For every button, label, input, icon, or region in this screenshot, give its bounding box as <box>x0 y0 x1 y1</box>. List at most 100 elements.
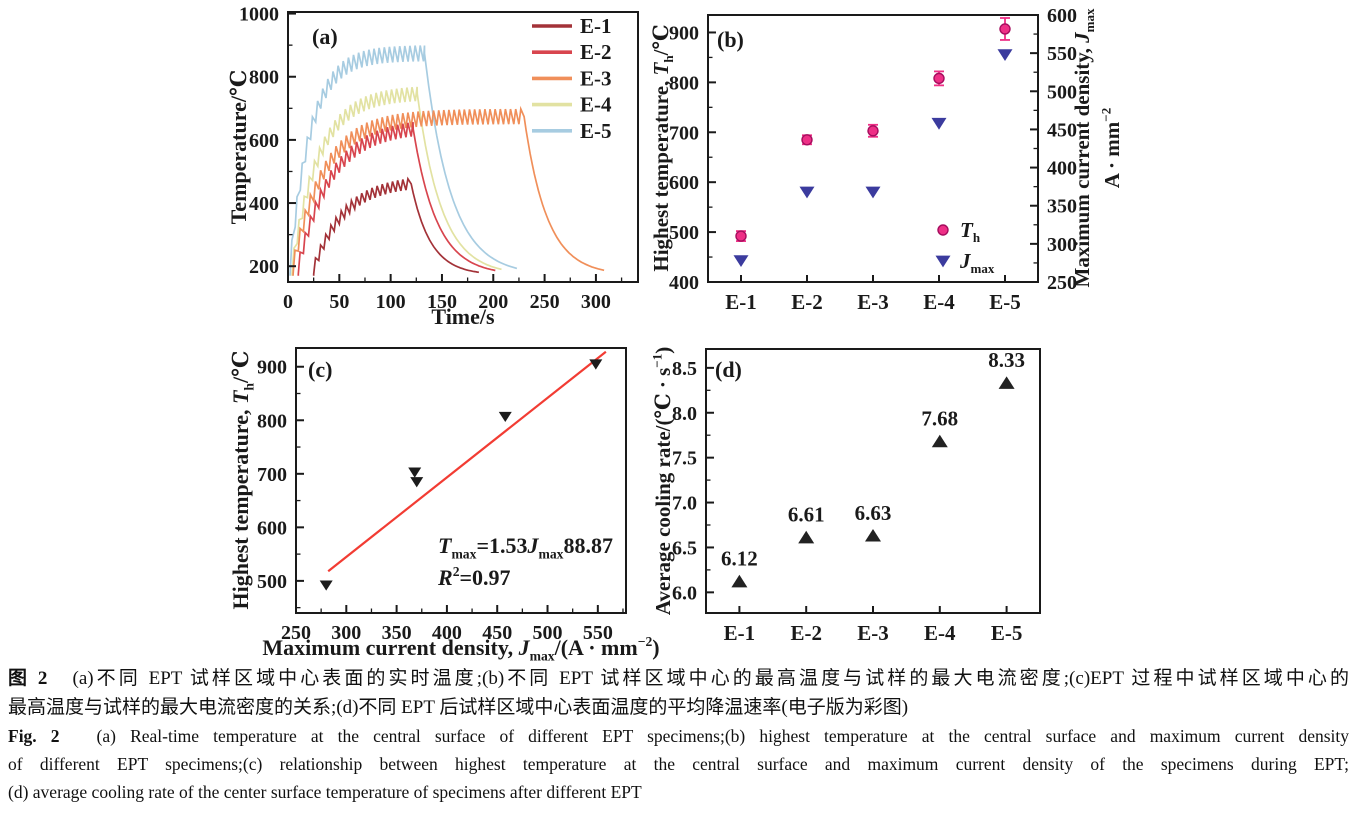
x-axis-label: Time/s <box>431 304 495 329</box>
series-E-2 <box>297 121 496 276</box>
y-tick-label: 350 <box>1047 196 1077 218</box>
y-tick-label: 600 <box>249 130 279 152</box>
y-axis-label: Highest temperature, Th/℃ <box>228 350 256 609</box>
panel-b: 400 500 600 700 800 900 250 300 350 400 450 500 550 6… <box>649 5 1124 314</box>
x-axis-label: Maximum current density, Jmax/(A · mm−2) <box>262 634 659 663</box>
x-tick-label: 300 <box>581 291 611 313</box>
series-E-1 <box>312 176 480 276</box>
th-marker <box>933 72 945 85</box>
series-E-3 <box>292 105 605 276</box>
triangle-down-marker <box>589 359 603 370</box>
x-category-label: E-2 <box>791 290 823 314</box>
y-tick-label: 600 <box>257 517 287 539</box>
y-tick-label: 8.0 <box>672 403 697 425</box>
y-axis-label-right-2: A · mm−2 <box>1099 108 1124 188</box>
triangle-down-marker <box>498 411 512 423</box>
caption-en-line1-text: (a) Real-time temperature at the central… <box>59 726 1349 746</box>
y-tick-label: 900 <box>669 22 699 44</box>
y-tick-label: 800 <box>249 67 279 89</box>
y-tick-label: 7.0 <box>672 493 697 515</box>
y-tick-label: 450 <box>1047 119 1077 141</box>
panel-tag-a: (a) <box>312 24 338 49</box>
y-tick-label: 800 <box>669 72 699 94</box>
triangle-down-marker <box>733 255 749 268</box>
fit-annotation-1: Tmax=1.53Jmax88.87 <box>438 533 613 561</box>
x-tick-label: 450 <box>482 622 512 644</box>
panel-a: 200 400 600 800 1000 0 50 100 150 200 250 300 Time/s… <box>226 4 639 329</box>
x-category-label: E-3 <box>857 290 889 314</box>
triangle-down-marker <box>931 117 947 130</box>
caption-en-line3: (d) average cooling rate of the center s… <box>8 782 642 802</box>
y-tick-label: 500 <box>1047 81 1077 103</box>
y-tick-label: 500 <box>257 571 287 593</box>
x-category-label: E-4 <box>924 621 956 645</box>
legend-label-E-2: E-2 <box>580 40 612 64</box>
x-category-label: E-2 <box>790 621 822 645</box>
triangle-down-marker <box>319 580 333 591</box>
caption-en-line1: Fig. 2 (a) Real-time temperature at the … <box>8 722 1349 750</box>
x-category-label: E-5 <box>989 290 1021 314</box>
y-tick-label: 600 <box>1047 5 1077 27</box>
triangle-down-marker <box>410 477 424 488</box>
x-tick-label: 100 <box>376 291 406 313</box>
x-tick-label: 150 <box>427 291 457 313</box>
chart-panel-d-cooling-rate: 6.0 6.5 7.0 7.5 8.0 8.5 E-1 E-2 E-3 E-4 E-5 6.12 6.6… <box>650 347 1041 645</box>
y-tick-label: 6.0 <box>672 582 697 604</box>
y-tick-label: 1000 <box>239 4 279 26</box>
y-tick-label: 400 <box>249 193 279 215</box>
y-tick-label: 250 <box>1047 272 1077 294</box>
series-E-4 <box>291 86 502 276</box>
y-tick-label: 700 <box>669 122 699 144</box>
y-tick-label: 200 <box>249 256 279 278</box>
legend-label-E-4: E-4 <box>580 93 612 117</box>
th-marker <box>867 125 879 137</box>
legend-label-jmax: Jmax <box>959 249 995 276</box>
series-E-5 <box>289 45 518 276</box>
th-marker <box>801 134 813 146</box>
panel-tag-c: (c) <box>308 357 332 382</box>
triangle-down-marker <box>935 255 951 268</box>
x-tick-label: 500 <box>533 622 563 644</box>
axis-frame <box>707 14 1039 283</box>
x-tick-label: 350 <box>382 622 412 644</box>
caption-zh-figure-number: 图 2 <box>8 668 48 689</box>
panel-d: 6.0 6.5 7.0 7.5 8.0 8.5 E-1 E-2 E-3 E-4 E-5 6.12 6.6… <box>650 347 1041 645</box>
data-label-E-1: 6.12 <box>721 547 758 571</box>
x-tick-label: 550 <box>583 622 613 644</box>
x-category-label: E-1 <box>725 290 757 314</box>
triangle-down-marker <box>408 467 422 478</box>
y-tick-label: 550 <box>1047 43 1077 65</box>
y-tick-label: 500 <box>669 222 699 244</box>
triangle-down-marker <box>997 49 1013 62</box>
y-tick-label: 900 <box>257 357 287 379</box>
triangle-down-marker <box>865 186 881 199</box>
data-label-E-3: 6.63 <box>855 501 892 525</box>
y-tick-label: 7.5 <box>672 448 697 470</box>
th-marker <box>735 230 747 242</box>
legend-label-E-5: E-5 <box>580 119 612 143</box>
panel-c: 500 600 700 800 900 250 300 350 400 450 500 550Maxi… <box>228 347 660 663</box>
x-tick-label: 200 <box>478 291 508 313</box>
panel-tag-b: (b) <box>717 27 744 52</box>
y-tick-label: 300 <box>1047 234 1077 256</box>
caption-en-line2: of different EPT specimens;(c) relations… <box>8 754 1349 774</box>
x-tick-label: 250 <box>530 291 560 313</box>
triangle-up-marker <box>865 528 881 542</box>
x-tick-label: 400 <box>432 622 462 644</box>
x-tick-label: 250 <box>281 622 311 644</box>
fit-line <box>327 350 607 573</box>
legend-label-th: Th <box>960 218 981 245</box>
th-marker <box>999 23 1011 35</box>
x-tick-label: 50 <box>329 291 349 313</box>
x-category-label: E-4 <box>923 290 955 314</box>
triangle-up-marker <box>931 434 948 448</box>
legend-label-E-3: E-3 <box>580 66 612 90</box>
x-category-label: E-1 <box>724 621 756 645</box>
legend-label-E-1: E-1 <box>580 14 612 38</box>
y-axis-label-left: Highest temperature, Th/℃ <box>649 24 676 271</box>
fit-annotation-2: R2=0.97 <box>437 564 511 590</box>
x-tick-label: 0 <box>283 291 293 313</box>
caption-zh-line2: 最高温度与试样的最大电流密度的关系;(d)不同 EPT 后试样区域中心表面温度的… <box>8 697 909 718</box>
x-category-label: E-5 <box>991 621 1023 645</box>
